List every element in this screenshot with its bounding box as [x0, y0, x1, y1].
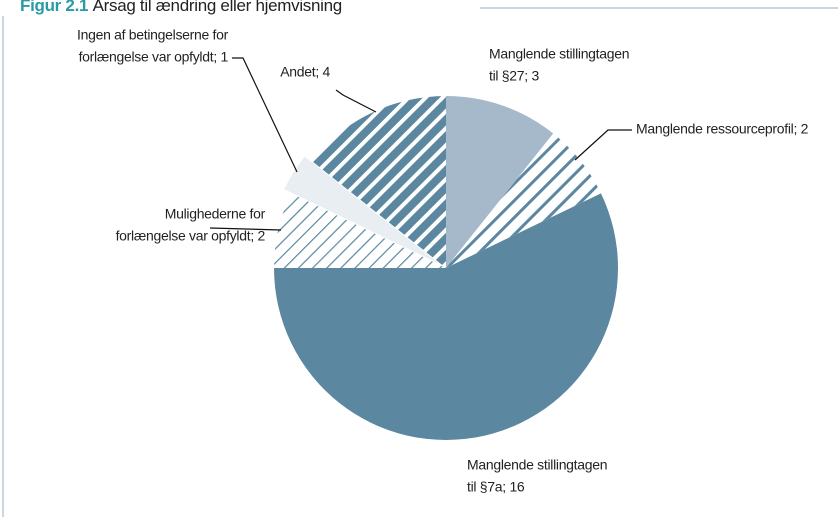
slice-label: forlængelse var opfyldt; 2: [116, 228, 266, 244]
pie-slice: [284, 156, 440, 264]
pie-slice: [274, 193, 446, 268]
title-prefix: Figur 2.1: [20, 0, 88, 15]
pie-slice: [446, 133, 601, 268]
slice-label: Ingen af betingelserne for: [77, 27, 229, 43]
slice-label: Manglende ressourceprofil; 2: [636, 121, 809, 137]
slice-label: Mulighederne for: [165, 206, 266, 222]
pie-slice: [274, 193, 619, 440]
title-bg: [0, 0, 480, 16]
title-text: Årsag til ændring eller hjemvisning: [93, 0, 342, 15]
pie-slice: [311, 96, 446, 268]
slice-label: til §7a; 16: [467, 479, 525, 495]
leader-line: [574, 129, 632, 161]
pie-slice: [446, 96, 554, 268]
leader-line: [209, 227, 282, 231]
slice-label: Andet; 4: [280, 64, 330, 80]
slice-label: Manglende stillingtagen: [467, 457, 607, 473]
leader-line: [335, 89, 377, 113]
slice-label: Manglende stillingtagen: [489, 46, 629, 62]
leader-line: [232, 57, 298, 173]
slice-label: til §27; 3: [489, 68, 539, 84]
slice-label: forlængelse var opfyldt; 1: [79, 49, 229, 65]
chart-title: Figur 2.1 Årsag til ændring eller hjemvi…: [20, 0, 342, 15]
